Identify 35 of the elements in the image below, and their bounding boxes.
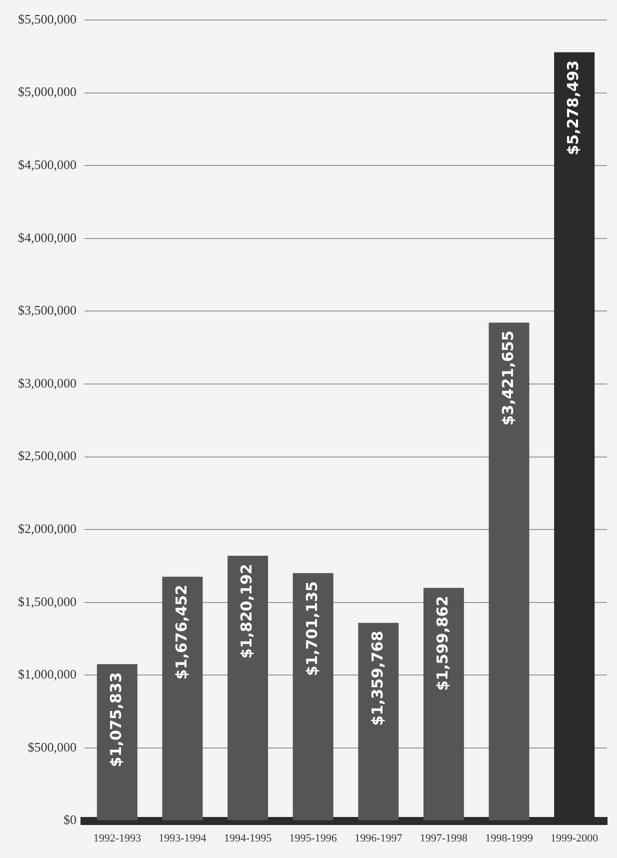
y-tick-label: $2,500,000	[18, 448, 76, 464]
data-label: $1,676,452	[172, 584, 190, 680]
data-label: $3,421,655	[498, 330, 517, 426]
y-tick-label: $5,000,000	[18, 84, 76, 100]
data-label: $1,599,862	[434, 596, 452, 691]
y-tick-label: $1,500,000	[18, 594, 76, 609]
y-tick-label: $2,000,000	[18, 521, 76, 536]
bar	[292, 573, 334, 820]
x-tick-label: 1998-1999	[485, 832, 534, 844]
x-tick-label: 1999-2000	[550, 832, 599, 844]
y-tick-label: $500,000	[28, 739, 76, 754]
y-tick-label: $3,000,000	[18, 375, 76, 390]
bar	[488, 322, 530, 820]
data-label: $1,701,135	[302, 581, 321, 676]
bar	[358, 622, 399, 820]
bar	[423, 588, 464, 820]
data-label: $5,278,493	[564, 60, 582, 156]
y-tick-label: $5,500,000	[18, 11, 76, 26]
x-tick-label: 1994-1995	[224, 832, 272, 844]
y-tick-label: $4,000,000	[18, 230, 76, 245]
y-tick-label: $0	[64, 812, 76, 828]
data-label: $1,820,192	[238, 564, 256, 659]
x-tick-label: 1995-1996	[289, 832, 338, 844]
x-tick-label: 1993-1994	[158, 832, 207, 844]
bar	[228, 556, 268, 820]
x-tick-label: 1997-1998	[420, 832, 468, 844]
bar	[96, 664, 138, 820]
x-tick-label: 1996-1997	[354, 832, 403, 844]
data-label: $1,075,833	[107, 672, 126, 768]
y-tick-label: $3,500,000	[18, 302, 76, 318]
y-tick-label: $1,000,000	[18, 666, 76, 682]
bar	[162, 576, 203, 820]
y-tick-label: $4,500,000	[18, 157, 76, 172]
x-tick-label: 1992-1993	[93, 832, 142, 844]
data-label: $1,359,768	[368, 630, 386, 726]
